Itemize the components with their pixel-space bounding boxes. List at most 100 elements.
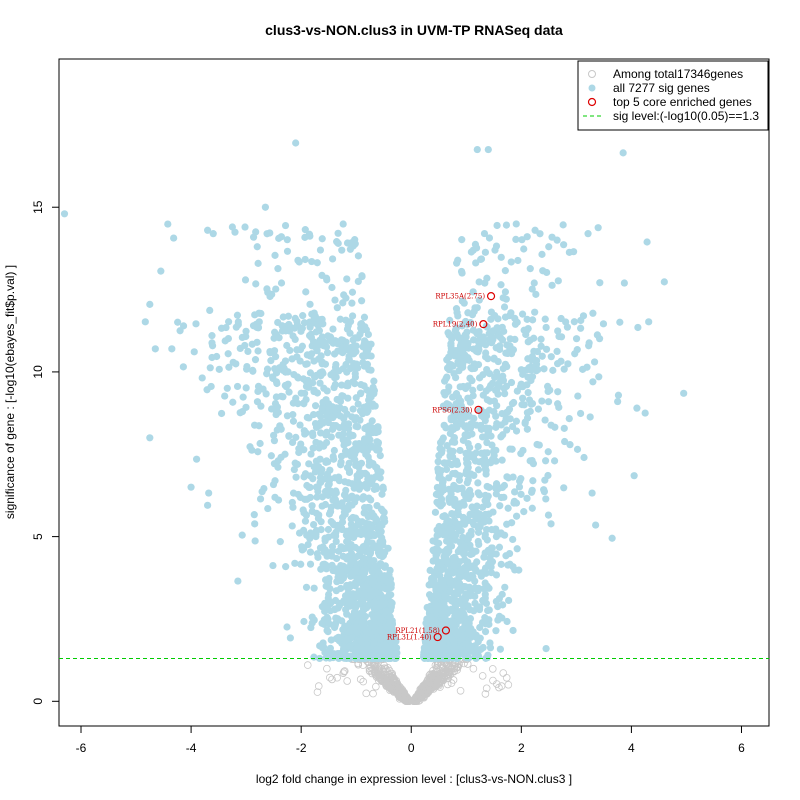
gene-point-sig	[157, 267, 165, 275]
gene-point-sig	[476, 383, 484, 392]
gene-point-sig	[453, 309, 461, 317]
gene-point-sig	[545, 243, 553, 251]
gene-point-nonsig	[488, 665, 497, 673]
gene-point-sig	[324, 525, 332, 534]
gene-point-sig	[324, 418, 333, 427]
gene-point-sig	[584, 230, 592, 238]
gene-point-sig	[327, 487, 335, 495]
gene-point-sig	[382, 607, 391, 615]
gene-point-sig	[538, 250, 546, 258]
gene-point-sig	[243, 362, 251, 371]
gene-point-sig	[374, 654, 382, 662]
gene-point-sig	[465, 494, 473, 503]
gene-point-sig	[332, 614, 340, 622]
gene-point-sig	[469, 518, 477, 526]
gene-point-sig	[441, 530, 449, 538]
gene-point-sig	[305, 331, 314, 340]
gene-point-outlier	[531, 226, 539, 234]
gene-point-sig	[344, 634, 352, 643]
gene-point-sig	[348, 450, 356, 459]
gene-point-sig	[276, 538, 284, 546]
core-gene-point	[433, 632, 442, 642]
gene-point-sig	[323, 613, 331, 622]
gene-point-sig	[347, 348, 355, 357]
gene-point-sig	[549, 366, 557, 374]
gene-point-outlier	[619, 149, 627, 157]
gene-point-sig	[448, 423, 456, 432]
gene-point-sig	[223, 384, 231, 392]
gene-point-sig	[306, 548, 315, 556]
plot-frame	[58, 58, 770, 727]
gene-point-sig	[560, 241, 568, 249]
gene-point-sig	[306, 300, 314, 308]
gene-point-sig	[379, 629, 387, 637]
gene-point-sig	[468, 365, 476, 373]
gene-point-sig	[493, 419, 501, 428]
gene-point-sig	[336, 315, 344, 323]
gene-point-sig	[502, 382, 511, 390]
gene-point-sig	[442, 389, 450, 397]
gene-point-sig	[579, 312, 588, 320]
gene-point-sig	[453, 654, 461, 662]
gene-point-sig	[485, 483, 493, 492]
gene-point-outlier	[228, 223, 236, 231]
gene-point-sig	[482, 470, 490, 478]
gene-point-outlier	[261, 203, 269, 211]
gene-point-sig	[473, 502, 481, 510]
gene-point-sig	[541, 457, 550, 465]
gene-point-sig	[480, 585, 488, 593]
gene-point-sig	[306, 323, 314, 331]
gene-point-sig	[515, 483, 524, 491]
gene-point-sig	[324, 458, 332, 466]
gene-point-sig	[325, 574, 333, 583]
gene-point-sig	[388, 637, 396, 645]
gene-point-nonsig	[356, 675, 365, 684]
gene-point-nonsig	[359, 677, 368, 686]
gene-point-sig	[292, 473, 300, 481]
gene-point-sig	[459, 533, 467, 542]
gene-point-outlier	[146, 300, 154, 308]
gene-point-sig	[452, 324, 460, 332]
gene-point-sig	[285, 432, 293, 440]
gene-point-sig	[453, 460, 462, 468]
gene-point-sig	[295, 529, 304, 537]
gene-point-sig	[572, 335, 581, 343]
gene-point-sig	[477, 339, 485, 347]
gene-point-sig	[450, 595, 458, 603]
gene-point-sig	[308, 350, 316, 358]
gene-point-sig	[334, 229, 342, 237]
gene-point-sig	[346, 430, 354, 438]
gene-point-sig	[282, 327, 290, 335]
gene-point-sig	[358, 297, 366, 305]
sig-points	[141, 220, 668, 663]
gene-point-sig	[333, 304, 341, 312]
gene-point-sig	[560, 365, 568, 373]
gene-point-sig	[241, 223, 249, 231]
gene-point-sig	[573, 445, 582, 453]
gene-point-sig	[257, 402, 265, 410]
gene-point-sig	[441, 584, 449, 592]
gene-point-sig	[492, 446, 500, 454]
gene-point-sig	[377, 505, 386, 513]
gene-point-sig	[283, 623, 291, 631]
gene-point-sig	[492, 627, 500, 635]
gene-point-outlier	[509, 626, 517, 635]
gene-point-sig	[475, 605, 483, 613]
gene-point-sig	[634, 323, 642, 332]
gene-point-sig	[334, 347, 342, 355]
gene-point-sig	[314, 487, 322, 496]
gene-point-sig	[303, 360, 311, 368]
gene-point-sig	[349, 405, 357, 413]
gene-point-outlier	[204, 226, 212, 234]
gene-point-sig	[435, 474, 443, 482]
gene-point-nonsig	[339, 669, 348, 677]
gene-point-nonsig	[313, 688, 322, 696]
gene-point-sig	[272, 330, 281, 338]
gene-point-sig	[238, 333, 246, 341]
gene-point-sig	[306, 529, 315, 537]
gene-point-sig	[311, 402, 320, 410]
gene-point-sig	[379, 485, 387, 493]
gene-point-sig	[511, 488, 519, 496]
gene-point-sig	[478, 433, 487, 441]
gene-point-sig	[445, 485, 453, 493]
